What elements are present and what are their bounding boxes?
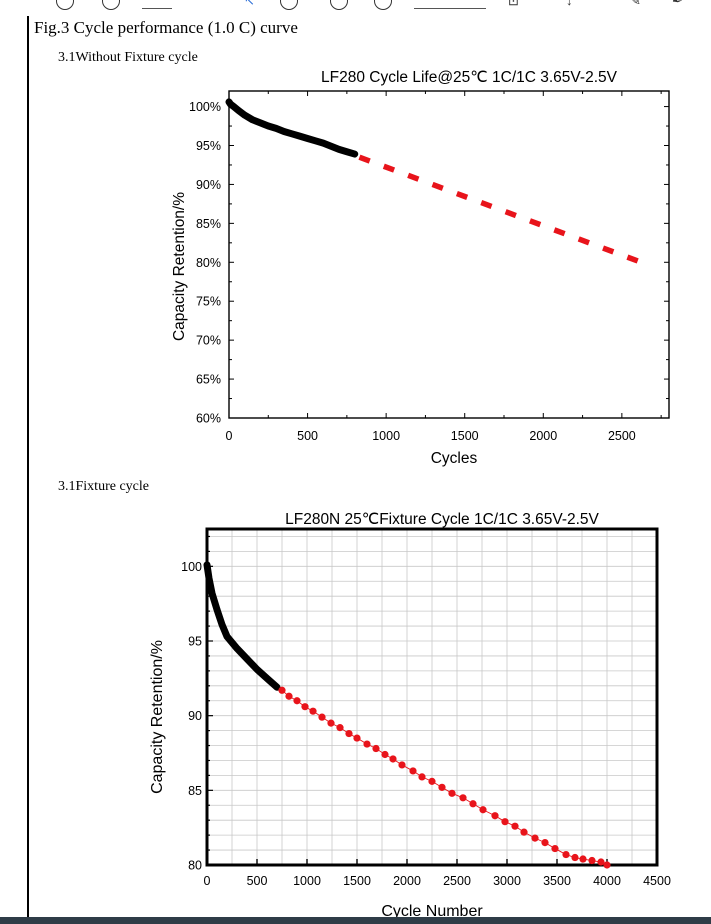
data-point-projected [409,767,417,775]
series-line-measured [225,98,359,158]
x-tick-label: 3000 [493,874,521,888]
data-point-projected [469,800,477,808]
fit-page-icon[interactable]: ⊡ [508,0,519,8]
data-point-projected [579,855,587,863]
data-point-projected [603,861,611,869]
y-tick-label: 95 [188,635,202,649]
plot-area [228,90,670,419]
data-point-projected [438,783,446,791]
y-tick-label: 75% [196,295,221,309]
document-margin-rule [27,16,29,920]
figure-caption: Fig.3 Cycle performance (1.0 C) curve [34,18,298,37]
x-tick-label: 500 [297,429,318,443]
data-point-projected [336,724,344,732]
y-tick-label: 80% [196,256,221,270]
x-tick-label: 1500 [343,874,371,888]
section-heading-without-fixture: 3.1Without Fixture cycle [58,50,198,65]
data-point-projected [398,761,406,769]
x-tick-label: 1000 [372,429,400,443]
x-tick-label: 2000 [529,429,557,443]
plot-frame [205,527,659,867]
download-icon[interactable]: ↓ [566,0,573,8]
x-tick-label: 0 [226,429,233,443]
data-point-projected [301,703,309,711]
x-tick-label: 4000 [593,874,621,888]
y-axis-label: Capacity Retention/% [149,640,166,794]
data-point-projected [418,773,426,781]
data-point-projected [531,834,539,842]
y-tick-label: 90 [188,709,202,723]
x-tick-label: 2500 [443,874,471,888]
data-point-projected [363,740,371,748]
x-tick-label: 2500 [608,429,636,443]
data-point-projected [541,839,549,847]
data-point-projected [372,744,380,753]
x-tick-label: 4500 [643,874,671,888]
data-point-projected [353,734,361,742]
y-tick-label: 100% [189,100,221,114]
cursor-icon[interactable]: ↖ [244,0,255,8]
data-point-projected [491,812,499,820]
y-tick-label: 80 [188,859,202,873]
y-tick-label: 60% [196,412,221,426]
x-tick-label: 1500 [451,429,479,443]
y-tick-label: 100 [181,560,202,574]
data-point-projected [459,794,467,802]
y-tick-label: 85% [196,217,221,231]
data-point-projected [597,858,605,866]
data-point-projected [448,789,456,797]
section-heading-fixture: 3.1Fixture cycle [58,479,149,494]
toolbar-field[interactable] [414,0,486,9]
data-point-projected [309,707,317,715]
data-point-projected [318,713,326,721]
x-tick-label: 2000 [393,874,421,888]
data-point-projected [562,850,570,859]
toolbar: ↖ ⊡ ↓ ✎ ✒ [0,0,711,14]
x-tick-label: 3500 [543,874,571,888]
y-axis-label: Capacity Retention/% [171,192,188,341]
taskbar-edge [0,917,711,924]
x-tick-label: 500 [247,874,268,888]
data-point-projected [479,806,487,814]
data-point-projected [345,729,353,738]
data-point-projected [327,719,335,727]
data-point-projected [501,818,509,826]
data-point-projected [278,686,286,694]
data-point-projected [293,697,301,705]
x-axis-label: Cycle Number [381,903,483,920]
data-point-projected [428,777,436,785]
data-point-projected [511,822,519,830]
x-axis-label: Cycles [431,450,478,467]
pen-icon[interactable]: ✒ [672,0,683,8]
data-point-projected [389,755,397,763]
y-tick-label: 95% [196,139,221,153]
data-point-projected [588,856,596,865]
series-line-measured [203,561,281,691]
data-point-projected [381,750,389,759]
chart-title: LF280 Cycle Life@25℃ 1C/1C 3.65V-2.5V [321,69,618,86]
data-point-projected [285,692,293,700]
chart-title: LF280N 25℃Fixture Cycle 1C/1C 3.65V-2.5V [285,511,599,528]
y-tick-label: 85 [188,784,202,798]
comment-icon[interactable]: ✎ [630,0,641,8]
data-point-projected [551,844,559,853]
x-tick-label: 0 [204,874,211,888]
data-point-projected [571,853,579,862]
y-tick-label: 90% [196,178,221,192]
toolbar-field[interactable] [142,0,172,9]
data-point-projected [520,828,528,836]
y-tick-label: 70% [196,334,221,348]
y-tick-label: 65% [196,373,221,387]
x-tick-label: 1000 [293,874,321,888]
